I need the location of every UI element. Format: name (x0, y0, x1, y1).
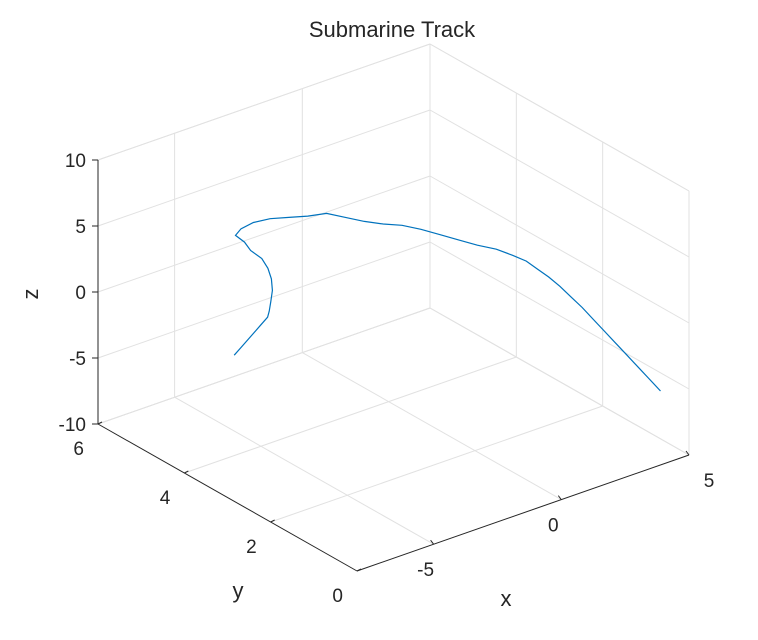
x-tick-label: 5 (704, 471, 715, 492)
y-tick-label: 2 (246, 537, 257, 558)
grid-line (429, 109, 690, 258)
grid-line (97, 307, 431, 425)
x-tick-mark (557, 495, 562, 500)
z-tick-label: 5 (75, 217, 86, 238)
axes (92, 159, 690, 572)
grid-line (97, 175, 431, 293)
x-tick-mark (685, 450, 690, 456)
y-axis-label: y (233, 578, 244, 603)
y-tick-label: 0 (332, 586, 343, 607)
z-tick-label: 10 (65, 151, 86, 172)
tick-labels: -5 0 5 0 2 4 6 -10 -5 0 5 10 (59, 151, 715, 607)
grid-line (97, 241, 431, 359)
grid-line (429, 175, 690, 324)
y-tick-mark (270, 519, 275, 523)
grid-line (97, 109, 431, 227)
x-axis-label: x (501, 586, 512, 611)
y-axis-line (97, 423, 358, 572)
z-axis-label: z (18, 289, 43, 300)
grid-line (270, 405, 603, 523)
x-tick-label: -5 (417, 560, 434, 581)
data-layer (233, 212, 661, 392)
y-tick-mark (97, 421, 103, 425)
y-tick-label: 6 (73, 439, 84, 460)
x-axis-line (356, 454, 690, 572)
x-tick-mark (430, 539, 435, 545)
grid (97, 43, 690, 572)
chart-title: Submarine Track (309, 17, 476, 42)
grid-line (302, 352, 562, 501)
x-tick-label: 0 (548, 516, 559, 537)
grid-line (429, 307, 690, 456)
y-tick-mark (184, 470, 189, 474)
track-line (233, 212, 661, 392)
grid-line (97, 43, 431, 161)
grid-line (429, 241, 690, 390)
z-tick-label: -5 (69, 349, 86, 370)
z-tick-label: 0 (75, 283, 86, 304)
grid-line (429, 43, 690, 192)
z-tick-label: -10 (59, 415, 86, 436)
y-tick-mark (356, 568, 362, 572)
grid-line (174, 396, 434, 545)
grid-line (184, 356, 517, 474)
y-tick-label: 4 (160, 488, 171, 509)
